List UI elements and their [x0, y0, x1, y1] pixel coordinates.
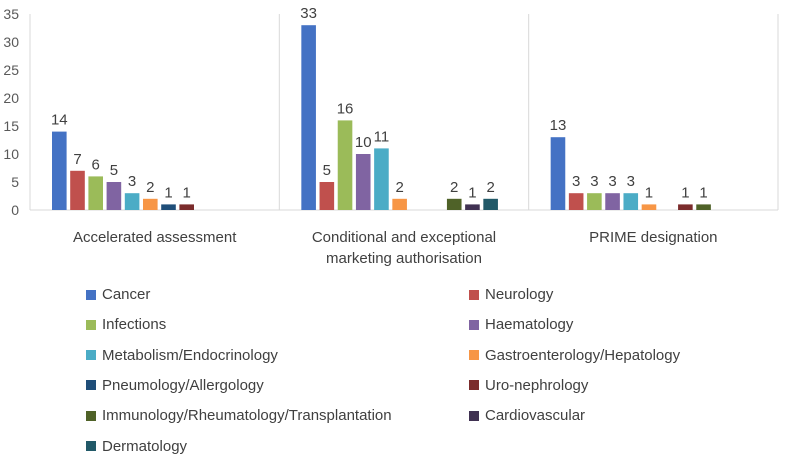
- bar-haematology: [106, 182, 122, 210]
- x-category-label: PRIME designation: [589, 229, 717, 246]
- y-tick-label: 0: [11, 202, 19, 218]
- data-label: 2: [450, 179, 458, 196]
- bar-haematology: [605, 193, 620, 210]
- data-label: 33: [300, 5, 317, 22]
- data-label: 3: [627, 173, 635, 190]
- x-category-label: Accelerated assessment: [73, 229, 237, 246]
- data-label: 3: [608, 173, 616, 190]
- data-label: 1: [681, 184, 689, 201]
- data-label: 1: [468, 184, 476, 201]
- data-label: 6: [92, 156, 100, 173]
- x-category-label: Conditional and exceptional: [312, 229, 496, 246]
- bar-neurology: [319, 182, 335, 210]
- bar-immunology-rheumatology-transplantation: [446, 198, 462, 210]
- data-label: 11: [374, 128, 390, 145]
- bar-metabolism-endocrinology: [124, 193, 140, 210]
- bar-neurology: [70, 170, 85, 210]
- x-category-label: marketing authorisation: [326, 250, 482, 267]
- data-label: 3: [128, 173, 136, 190]
- data-label: 1: [164, 184, 172, 201]
- y-tick-label: 35: [3, 6, 19, 22]
- bar-uro-nephrology: [678, 204, 693, 210]
- bar-cardiovascular: [465, 204, 480, 210]
- data-label: 5: [323, 162, 331, 179]
- y-tick-label: 10: [3, 146, 19, 162]
- data-label: 13: [550, 117, 567, 134]
- y-tick-label: 5: [11, 174, 19, 190]
- y-tick-label: 15: [3, 118, 19, 134]
- bar-uro-nephrology: [179, 204, 194, 210]
- bar-pneumology-allergology: [161, 204, 176, 210]
- bar-gastroenterology-hepatology: [641, 204, 657, 210]
- bar-infections: [337, 120, 353, 210]
- bar-infections: [88, 176, 103, 210]
- data-label: 3: [572, 173, 580, 190]
- data-label: 3: [590, 173, 598, 190]
- bar-cancer: [301, 25, 316, 211]
- bar-gastroenterology-hepatology: [392, 198, 407, 210]
- data-label: 1: [699, 184, 707, 201]
- data-label: 2: [395, 179, 403, 196]
- data-label: 5: [110, 162, 118, 179]
- data-label: 14: [51, 112, 68, 129]
- data-label: 10: [355, 134, 372, 151]
- bar-gastroenterology-hepatology: [143, 198, 158, 210]
- y-tick-label: 25: [3, 62, 19, 78]
- bar-metabolism-endocrinology: [623, 193, 639, 210]
- bar-immunology-rheumatology-transplantation: [696, 204, 711, 210]
- bar-cancer: [550, 137, 566, 210]
- bar-haematology: [355, 154, 371, 210]
- data-label: 2: [486, 179, 494, 196]
- bar-dermatology: [483, 198, 498, 210]
- bar-metabolism-endocrinology: [374, 148, 389, 210]
- data-label: 7: [73, 151, 81, 168]
- bar-cancer: [52, 131, 67, 210]
- bar-neurology: [568, 193, 584, 210]
- data-label: 1: [645, 184, 653, 201]
- y-tick-label: 30: [3, 34, 19, 50]
- data-label: 2: [146, 179, 154, 196]
- data-label: 1: [183, 184, 191, 201]
- data-label: 16: [337, 100, 354, 117]
- y-tick-label: 20: [3, 90, 19, 106]
- bar-infections: [587, 193, 602, 210]
